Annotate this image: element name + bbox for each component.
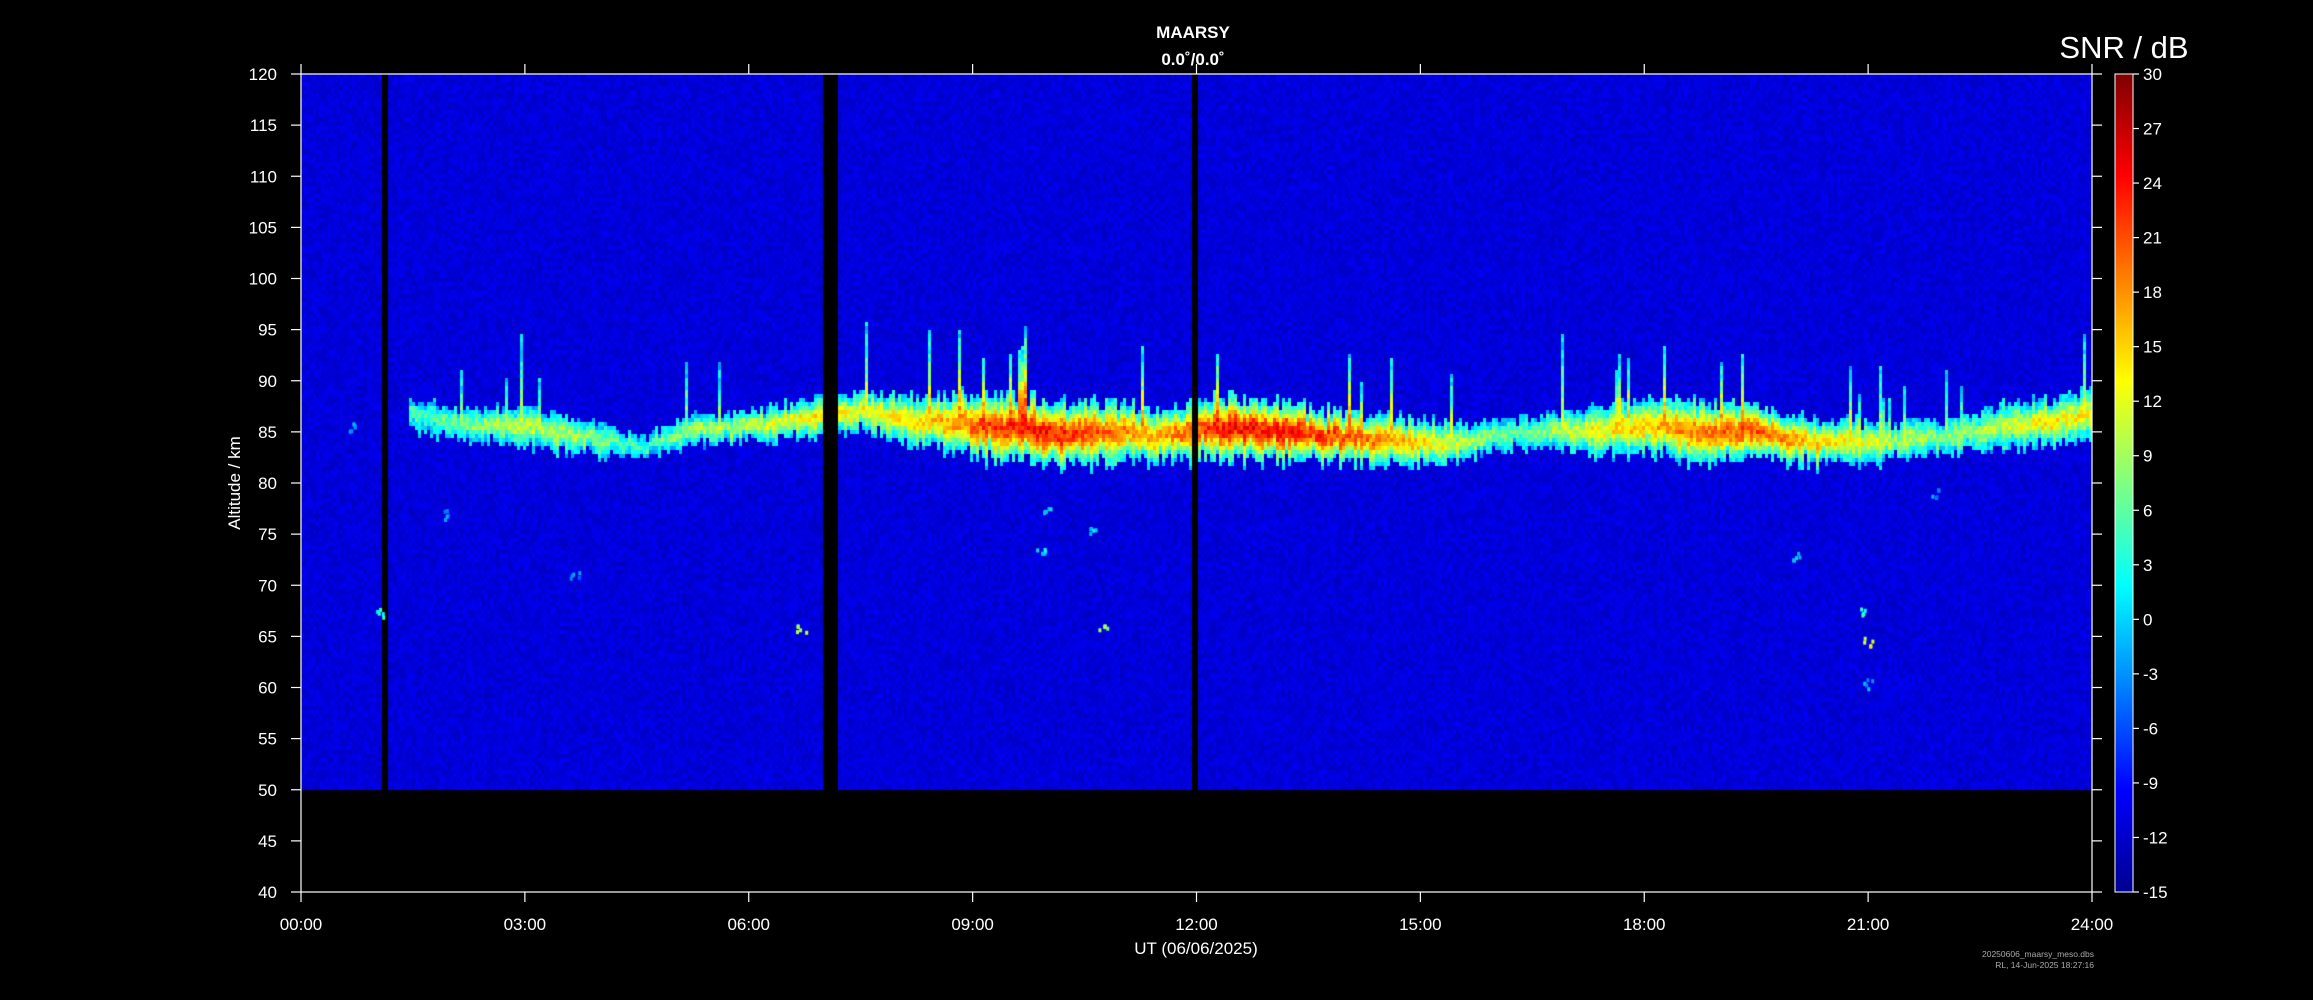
y-tick-label: 100 (249, 270, 277, 289)
x-tick-label: 03:00 (504, 915, 547, 934)
colorbar-tick-label: -15 (2143, 883, 2168, 902)
colorbar-tick-label: -12 (2143, 828, 2168, 847)
x-tick-label: 21:00 (1847, 915, 1890, 934)
colorbar-tick-label: -6 (2143, 719, 2158, 738)
y-tick-label: 45 (258, 832, 277, 851)
colorbar-tick-label: 21 (2143, 229, 2162, 248)
y-tick-label: 95 (258, 321, 277, 340)
y-tick-label: 105 (249, 218, 277, 237)
x-axis-label: UT (06/06/2025) (1134, 939, 1257, 958)
colorbar-ticks: -15 -12 -9 -6 -3 0 3 6 9 12 15 18 21 24 27 30 (2133, 65, 2168, 902)
colorbar-label: SNR / dB (2059, 30, 2188, 65)
colorbar-tick-label: -3 (2143, 665, 2158, 684)
y-tick-label: 55 (258, 730, 277, 749)
colorbar-tick-label: 12 (2143, 392, 2162, 411)
x-axis: 00:00 03:00 06:00 09:00 12:00 15:00 18:00 21:00… (280, 64, 2114, 934)
x-tick-label: 12:00 (1175, 915, 1218, 934)
y-tick-label: 70 (258, 576, 277, 595)
colorbar-tick-label: 0 (2143, 610, 2152, 629)
y-tick-label: 50 (258, 781, 277, 800)
colorbar-tick-label: 24 (2143, 174, 2162, 193)
y-tick-label: 90 (258, 372, 277, 391)
x-tick-label: 24:00 (2071, 915, 2114, 934)
x-tick-label: 18:00 (1623, 915, 1666, 934)
x-tick-label: 15:00 (1399, 915, 1442, 934)
y-tick-label: 110 (250, 167, 277, 186)
colorbar-tick-label: -9 (2143, 774, 2158, 793)
y-tick-label: 85 (258, 423, 277, 442)
y-tick-label: 40 (258, 883, 277, 902)
colorbar-tick-label: 9 (2143, 447, 2152, 466)
chart-subtitle: 0.0˚/0.0˚ (1161, 50, 1224, 69)
colorbar-tick-label: 3 (2143, 556, 2152, 575)
colorbar-tick-label: 6 (2143, 501, 2152, 520)
y-tick-label: 75 (258, 525, 277, 544)
y-tick-label: 115 (250, 116, 277, 135)
y-tick-label: 65 (258, 627, 277, 646)
file-name-stamp: 20250606_maarsy_meso.dbs (1982, 949, 2094, 959)
colorbar-tick-label: 27 (2143, 120, 2162, 139)
y-tick-label: 120 (249, 65, 277, 84)
y-axis: 40 45 50 55 60 65 70 75 80 85 90 95 100 105 110 115 120 (249, 65, 2102, 902)
colorbar-tick-label: 30 (2143, 65, 2162, 84)
y-tick-label: 80 (258, 474, 277, 493)
y-tick-label: 60 (258, 679, 277, 698)
x-tick-label: 06:00 (727, 915, 770, 934)
x-tick-label: 00:00 (280, 915, 323, 934)
y-axis-label: Altitude / km (225, 436, 244, 530)
x-tick-label: 09:00 (951, 915, 994, 934)
colorbar-tick-label: 15 (2143, 338, 2162, 357)
colorbar (2114, 73, 2134, 893)
chart-title: MAARSY (1156, 23, 1230, 42)
colorbar-tick-label: 18 (2143, 283, 2162, 302)
timestamp-stamp: RL, 14-Jun-2025 18:27:16 (1995, 960, 2094, 970)
snr-heatmap (301, 74, 2092, 892)
heatmap-area (301, 74, 2092, 892)
